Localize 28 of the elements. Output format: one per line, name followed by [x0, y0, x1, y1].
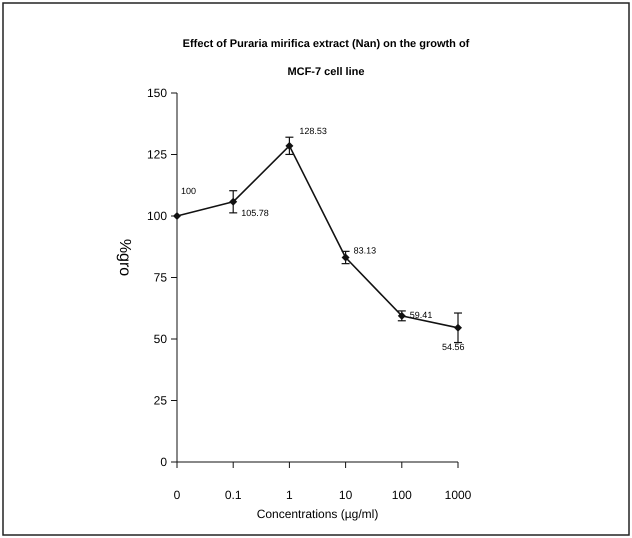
x-tick-label: 100: [392, 488, 412, 502]
y-tick-label: 0: [160, 455, 168, 469]
chart-title: Effect of Puraria mirifica extract (Nan) on the growth of: [182, 38, 470, 50]
y-tick-label: 125: [146, 148, 168, 162]
point: [229, 198, 238, 206]
chart-subtitle: MCF-7 cell line: [287, 66, 365, 78]
data-label: 100: [181, 186, 196, 196]
x-tick-label: 0.1: [224, 488, 242, 502]
point: [454, 324, 462, 332]
point: [342, 254, 350, 262]
y-axis-title: %gro: [116, 238, 133, 276]
data-label: 105.78: [241, 208, 269, 218]
data-label: 59.41: [410, 310, 432, 320]
y-tick-label: 150: [146, 86, 168, 100]
x-tick-label: 0: [174, 488, 181, 502]
data-label: 83.13: [354, 246, 376, 256]
y-tick-label: 25: [154, 394, 168, 408]
x-tick-label: 1: [286, 488, 294, 502]
point: [173, 212, 181, 220]
x-tick-label: 10: [338, 488, 353, 502]
y-tick-label: 50: [154, 332, 168, 346]
y-tick-label: 100: [146, 209, 168, 223]
x-tick-label: 1000: [444, 488, 472, 502]
y-tick-label: 75: [154, 270, 168, 284]
data-label: 54.56: [442, 342, 465, 352]
x-axis-title: Concentrations (µg/ml): [256, 507, 378, 521]
point: [285, 142, 294, 150]
data-label: 128.53: [299, 126, 327, 136]
